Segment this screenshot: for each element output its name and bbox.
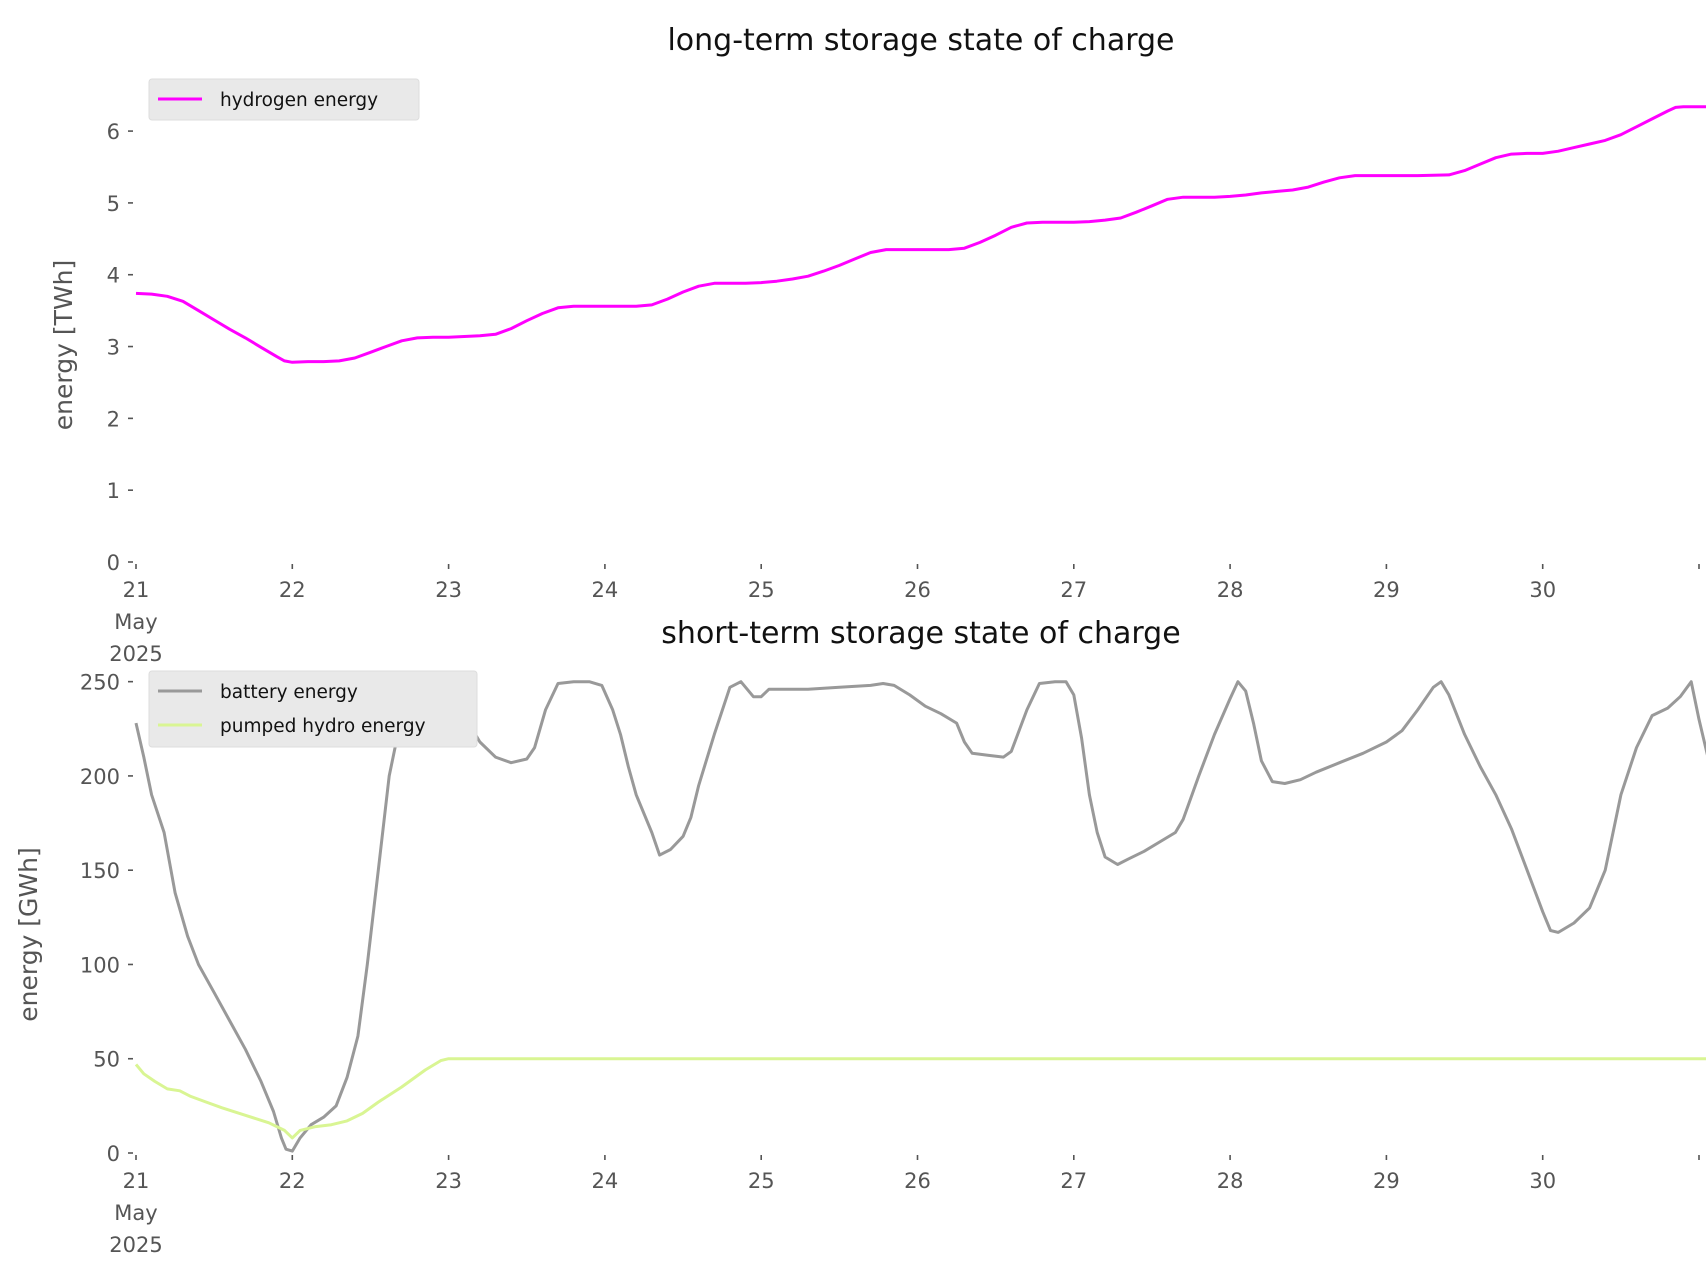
- chart-title: short-term storage state of charge: [661, 616, 1180, 651]
- x-tick-label: 29: [1373, 578, 1400, 602]
- y-tick-label: 0: [107, 551, 120, 575]
- y-tick-label: 4: [107, 264, 120, 288]
- x-tick-label: 26: [904, 1169, 931, 1193]
- y-tick-label: 6: [107, 120, 120, 144]
- x-tick-label: 22: [279, 1169, 306, 1193]
- x-tick-label: 27: [1060, 578, 1087, 602]
- legend-entry: battery energy: [220, 682, 358, 703]
- chart-title: long-term storage state of charge: [667, 23, 1174, 58]
- x-tick-label: 24: [592, 1169, 619, 1193]
- x-tick-label: 25: [748, 578, 775, 602]
- legend-box: [148, 78, 420, 121]
- y-tick-label: 50: [93, 1048, 120, 1072]
- series-line-hydrogen-energy: [135, 105, 1706, 364]
- legend-box: [148, 670, 478, 748]
- y-tick-label: 2: [107, 407, 120, 431]
- series-line-pumped-hydro-energy: [134, 1057, 1706, 1140]
- x-tick-label: 24: [592, 578, 619, 602]
- y-tick-label: 150: [80, 859, 120, 883]
- x-tick-label: 21 May 2025: [109, 1169, 162, 1257]
- y-tick-label: 100: [80, 953, 120, 977]
- x-tick-label: 30: [1529, 1169, 1556, 1193]
- x-tick-label: 28: [1217, 1169, 1244, 1193]
- legend: battery energy pumped hydro energy: [148, 670, 478, 748]
- y-tick-label: 250: [80, 671, 120, 695]
- y-tick-label: 3: [107, 336, 120, 360]
- y-axis-label: energy [TWh]: [49, 260, 78, 430]
- y-tick-label: 5: [107, 192, 120, 216]
- y-tick-label: 200: [80, 765, 120, 789]
- legend-entry: pumped hydro energy: [220, 716, 426, 737]
- x-tick-label: 27: [1060, 1169, 1087, 1193]
- y-axis-label: energy [GWh]: [14, 847, 43, 1022]
- y-tick-label: 0: [107, 1142, 120, 1166]
- x-tick-label: 30: [1529, 578, 1556, 602]
- x-tick-label: 23: [435, 1169, 462, 1193]
- x-tick-label: 26: [904, 578, 931, 602]
- chart-short-term-storage: short-term storage state of charge energy…: [14, 616, 1706, 1257]
- x-tick-label: 29: [1373, 1169, 1400, 1193]
- y-tick-label: 1: [107, 479, 120, 503]
- x-tick-label: 25: [748, 1169, 775, 1193]
- legend-entry: hydrogen energy: [220, 90, 378, 111]
- x-tick-label: 28: [1217, 578, 1244, 602]
- x-tick-label: 21 May 2025: [109, 578, 162, 666]
- legend: hydrogen energy: [148, 78, 420, 121]
- x-tick-label: 23: [435, 578, 462, 602]
- x-tick-label: 22: [279, 578, 306, 602]
- chart-long-term-storage: long-term storage state of charge energy …: [49, 23, 1706, 666]
- series-line-battery-energy: [134, 680, 1706, 1153]
